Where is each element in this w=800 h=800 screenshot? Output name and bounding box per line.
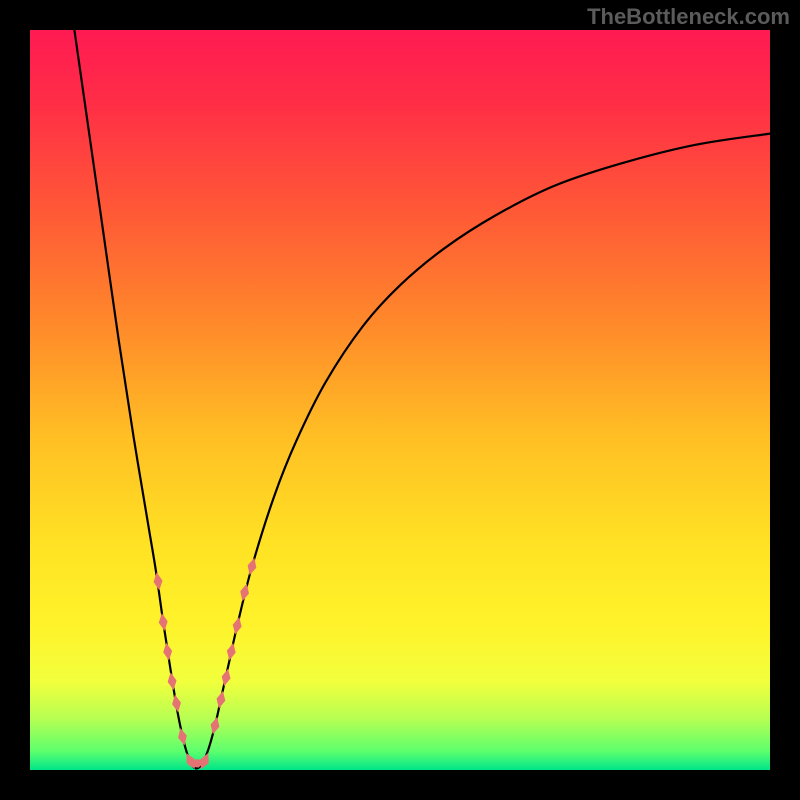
gradient-background (30, 30, 770, 770)
plot-area (30, 30, 770, 770)
canvas-root: TheBottleneck.com (0, 0, 800, 800)
watermark-text: TheBottleneck.com (587, 4, 790, 30)
plot-svg (30, 30, 770, 770)
